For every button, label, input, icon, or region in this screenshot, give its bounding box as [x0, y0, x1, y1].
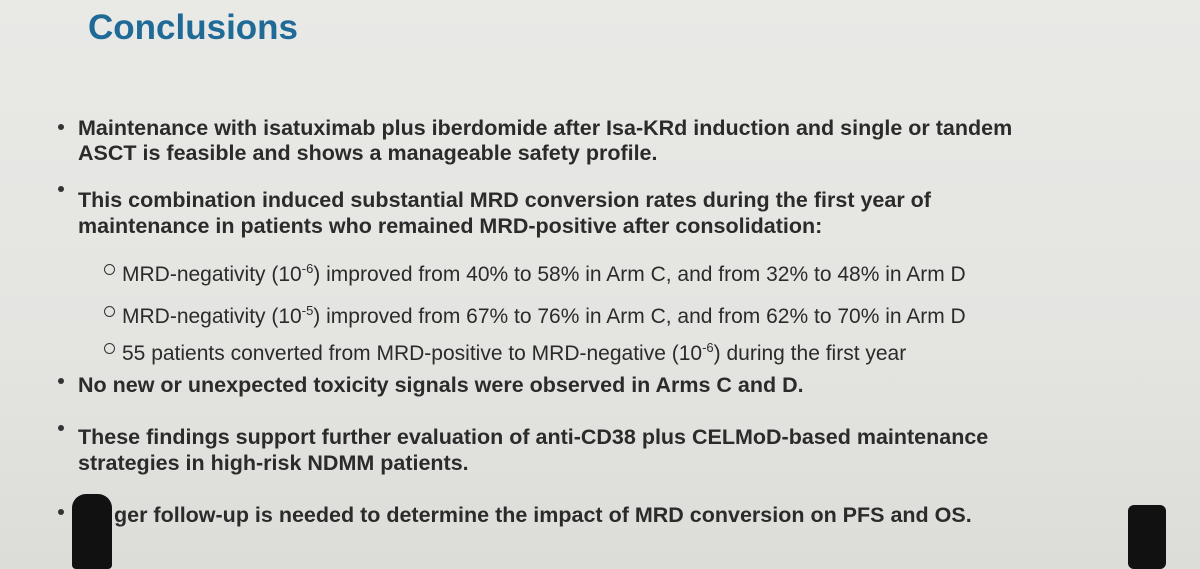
text: ) during the first year [713, 342, 907, 365]
bullet-marker [58, 425, 64, 431]
bullet-line: ger follow-up is needed to determine the… [114, 503, 972, 527]
bullet-marker [58, 509, 64, 515]
exponent: -5 [301, 303, 314, 318]
bullet-marker [58, 378, 64, 384]
text: ) improved from 40% to 58% in Arm C, and… [313, 263, 966, 286]
exponent: -6 [702, 340, 714, 355]
sub-marker [104, 306, 115, 317]
text: 55 patients converted from MRD-positive … [122, 342, 703, 365]
audience-head [72, 494, 112, 569]
bullet-line: No new or unexpected toxicity signals we… [78, 373, 804, 397]
text: ) improved from 67% to 76% in Arm C, and… [313, 305, 966, 328]
bullet-line: This combination induced substantial MRD… [78, 188, 931, 212]
text: MRD-negativity (10 [122, 263, 302, 286]
bullet-line: maintenance in patients who remained MRD… [78, 214, 823, 238]
audience-object [1128, 505, 1166, 569]
bullet-marker [58, 186, 64, 192]
exponent: -6 [301, 261, 314, 276]
title: Conclusions [88, 8, 299, 47]
bullet-marker [58, 124, 64, 130]
text: MRD-negativity (10 [122, 305, 302, 328]
sub-item: 55 patients converted from MRD-positive … [122, 335, 906, 367]
sub-item: MRD-negativity (10-6) improved from 40% … [122, 256, 966, 288]
bullet-line: ASCT is feasible and shows a manageable … [78, 141, 658, 165]
bullet-line: Maintenance with isatuximab plus iberdom… [78, 116, 1013, 140]
bullet-line: strategies in high-risk NDMM patients. [78, 451, 469, 475]
bullet-line: These findings support further evaluatio… [78, 425, 989, 449]
sub-item: MRD-negativity (10-5) improved from 67% … [122, 298, 966, 330]
sub-marker [104, 264, 115, 275]
sub-marker [104, 343, 115, 354]
